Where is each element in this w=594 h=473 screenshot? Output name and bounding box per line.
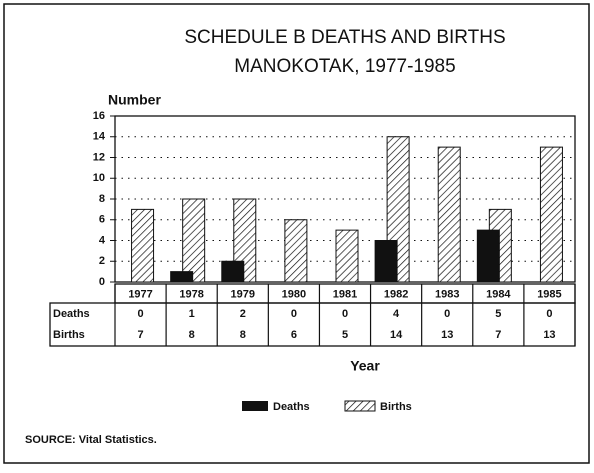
bar: [221, 260, 245, 283]
chart-subtitle: MANOKOTAK, 1977-1985: [234, 56, 455, 77]
y-tick-label: 0: [99, 276, 105, 288]
legend-swatch: [344, 400, 376, 412]
table-value: 0: [291, 308, 297, 320]
bar: [284, 219, 308, 283]
table-value: 6: [291, 329, 297, 341]
table-row-label: Births: [53, 329, 85, 341]
bar: [170, 271, 194, 283]
table-value: 8: [240, 329, 246, 341]
bar: [437, 146, 461, 283]
y-tick-label: 12: [93, 151, 105, 163]
x-tick-label: 1984: [486, 288, 511, 300]
bar: [182, 198, 206, 283]
x-tick-label: 1979: [231, 288, 255, 300]
bar: [131, 208, 155, 283]
x-tick-label: 1985: [537, 288, 561, 300]
y-tick-label: 14: [93, 131, 106, 143]
y-tick-label: 16: [93, 110, 105, 122]
x-axis-label: Year: [350, 358, 380, 374]
table-value: 7: [137, 329, 143, 341]
table-value: 8: [189, 329, 195, 341]
y-axis-label: Number: [108, 92, 161, 108]
legend-label: Births: [380, 401, 412, 413]
bar: [335, 229, 359, 283]
table-value: 7: [495, 329, 501, 341]
table-value: 0: [444, 308, 450, 320]
table-value: 14: [390, 329, 403, 341]
table-value: 5: [495, 308, 501, 320]
table-value: 1: [189, 308, 195, 320]
x-tick-label: 1980: [282, 288, 306, 300]
bar: [539, 146, 563, 283]
y-tick-label: 4: [99, 234, 106, 246]
x-tick-label: 1977: [128, 288, 152, 300]
bar: [476, 229, 500, 283]
table-value: 4: [393, 308, 400, 320]
table-value: 0: [342, 308, 348, 320]
table-value: 13: [543, 329, 555, 341]
bar: [374, 240, 398, 283]
table-row-label: Deaths: [53, 308, 90, 320]
x-tick-label: 1978: [179, 288, 203, 300]
table-value: 2: [240, 308, 246, 320]
legend-swatch: [242, 401, 268, 411]
y-tick-label: 10: [93, 172, 105, 184]
table-value: 13: [441, 329, 453, 341]
y-tick-label: 6: [99, 214, 105, 226]
y-tick-label: 8: [99, 193, 105, 205]
table-value: 0: [546, 308, 552, 320]
y-tick-label: 2: [99, 255, 105, 267]
x-tick-label: 1982: [384, 288, 408, 300]
frame: [3, 3, 590, 464]
x-tick-label: 1981: [333, 288, 357, 300]
table-value: 0: [137, 308, 143, 320]
legend-label: Deaths: [273, 401, 310, 413]
source: SOURCE: Vital Statistics.: [25, 434, 157, 446]
chart-title: SCHEDULE B DEATHS AND BIRTHS: [184, 27, 505, 48]
table-value: 5: [342, 329, 348, 341]
x-tick-label: 1983: [435, 288, 459, 300]
